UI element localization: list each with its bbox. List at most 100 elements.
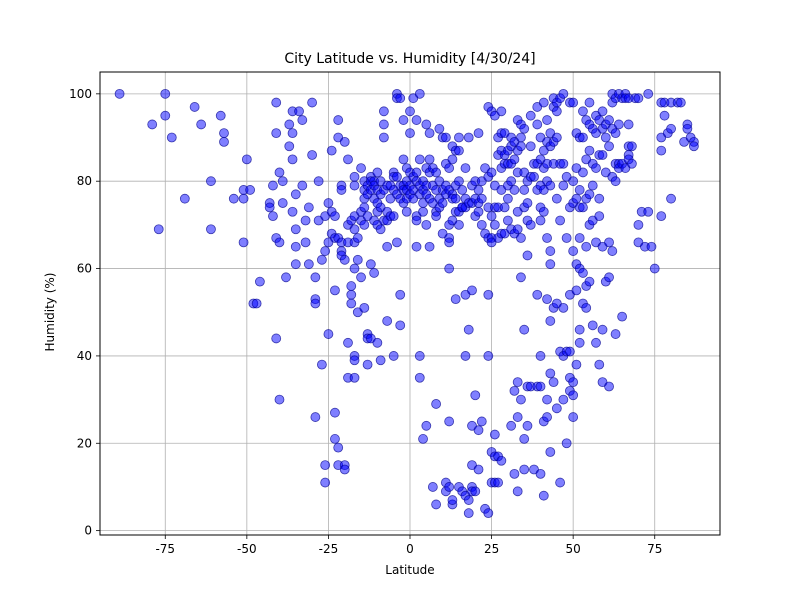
data-point <box>591 163 601 173</box>
data-point <box>675 97 686 108</box>
data-point <box>349 171 360 182</box>
data-point <box>300 215 311 226</box>
data-point <box>290 224 301 235</box>
data-point <box>666 193 676 204</box>
data-point <box>297 115 308 125</box>
data-point <box>545 368 556 379</box>
data-point <box>287 154 298 165</box>
data-point <box>558 158 569 169</box>
data-point <box>509 185 520 195</box>
data-point <box>421 119 432 130</box>
data-point <box>568 246 579 256</box>
data-point <box>538 97 549 108</box>
data-point <box>613 119 624 130</box>
axis-ticks: -75 -50 -25 0 25 50 75 0 20 40 60 80 100 <box>69 87 662 556</box>
data-point <box>604 141 614 152</box>
data-point <box>300 237 311 248</box>
data-point <box>401 206 412 217</box>
data-point <box>584 189 595 200</box>
data-point <box>516 132 526 143</box>
data-point <box>320 246 331 256</box>
data-point <box>219 136 229 147</box>
data-point <box>587 180 598 191</box>
data-point <box>633 219 644 230</box>
data-point <box>274 237 285 248</box>
data-point <box>414 351 425 361</box>
data-point <box>424 154 435 165</box>
data-point <box>346 281 357 291</box>
data-point <box>574 233 585 243</box>
data-point <box>525 219 536 230</box>
data-point <box>509 385 520 396</box>
data-point <box>290 189 301 200</box>
data-point <box>604 381 614 392</box>
data-point <box>316 359 327 370</box>
data-point <box>568 176 579 187</box>
data-point <box>643 206 654 217</box>
data-point <box>502 215 513 226</box>
data-point <box>303 202 314 213</box>
data-point <box>519 434 530 444</box>
data-point <box>359 302 370 313</box>
data-point <box>179 193 190 204</box>
data-point <box>542 412 552 422</box>
data-point <box>352 233 363 243</box>
y-axis-label: Humidity (%) <box>43 273 57 352</box>
data-point <box>307 97 318 108</box>
data-point <box>463 324 474 335</box>
data-point <box>476 219 487 230</box>
data-point <box>493 477 504 488</box>
y-tick-label: 40 <box>77 349 92 363</box>
x-tick-label: -50 <box>237 542 257 556</box>
data-point <box>506 176 517 187</box>
data-point <box>561 438 572 449</box>
data-point <box>349 263 360 274</box>
data-point <box>411 115 422 125</box>
data-point <box>189 102 200 112</box>
data-point <box>578 167 588 178</box>
data-point <box>489 429 500 440</box>
data-point <box>392 237 402 248</box>
data-point <box>610 329 621 339</box>
data-point <box>310 412 321 422</box>
data-point <box>545 259 556 270</box>
data-point <box>356 163 366 173</box>
data-point <box>610 128 621 139</box>
data-point <box>476 416 487 427</box>
data-point <box>659 110 670 121</box>
data-point <box>277 176 288 187</box>
data-point <box>421 219 432 230</box>
data-point <box>307 150 318 160</box>
data-point <box>516 394 526 405</box>
data-point <box>473 128 484 139</box>
data-point <box>303 259 314 270</box>
data-point <box>427 482 438 492</box>
data-point <box>271 128 282 139</box>
data-point <box>519 464 530 475</box>
data-point <box>147 119 158 130</box>
data-point <box>571 285 582 296</box>
data-point <box>414 88 425 99</box>
data-point <box>359 219 370 230</box>
data-point <box>382 241 393 252</box>
data-point <box>372 337 383 348</box>
data-point <box>473 425 484 436</box>
data-point <box>330 434 340 444</box>
data-point <box>447 154 458 165</box>
data-point <box>349 224 360 235</box>
data-point <box>166 132 177 143</box>
data-point <box>346 289 357 300</box>
data-point <box>414 154 425 165</box>
data-point <box>604 272 614 283</box>
data-point <box>271 333 282 344</box>
data-point <box>206 224 216 235</box>
data-point <box>545 316 556 326</box>
data-point <box>349 180 360 191</box>
data-point <box>545 246 556 256</box>
data-point <box>444 237 455 248</box>
data-point <box>545 447 556 457</box>
data-point <box>343 337 353 348</box>
data-point <box>483 289 494 300</box>
data-point <box>444 263 455 274</box>
